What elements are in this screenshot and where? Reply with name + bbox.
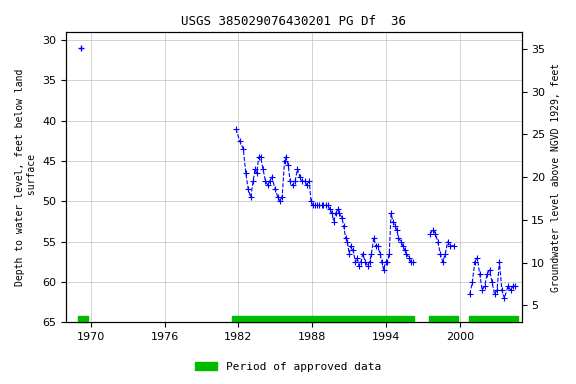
Y-axis label: Depth to water level, feet below land
 surface: Depth to water level, feet below land su…	[15, 68, 37, 286]
Legend: Period of approved data: Period of approved data	[191, 358, 385, 377]
Title: USGS 385029076430201 PG Df  36: USGS 385029076430201 PG Df 36	[181, 15, 406, 28]
Y-axis label: Groundwater level above NGVD 1929, feet: Groundwater level above NGVD 1929, feet	[551, 63, 561, 292]
Bar	[469, 316, 518, 323]
Bar	[232, 316, 415, 323]
Bar	[78, 316, 88, 323]
Bar	[429, 316, 457, 323]
